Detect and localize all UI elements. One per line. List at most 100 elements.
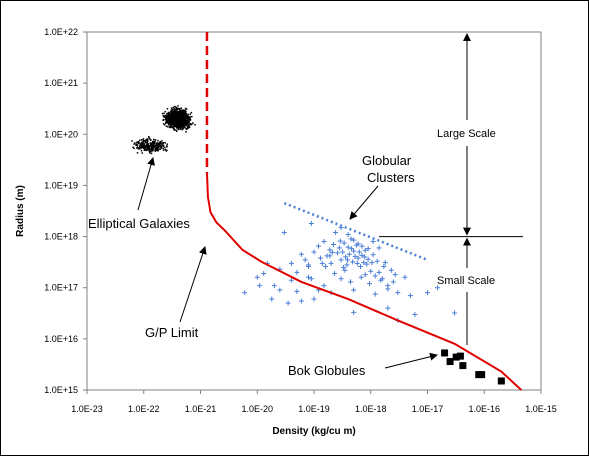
globular-cluster-point (425, 290, 430, 296)
galaxy-point (137, 140, 140, 143)
x-tick-label: 1.0E-17 (412, 404, 444, 414)
galaxy-point (136, 146, 139, 149)
galaxy-point (148, 150, 151, 153)
galaxy-point (189, 113, 192, 116)
galaxy-point (150, 139, 152, 141)
galaxy-point (157, 145, 159, 148)
globular-cluster-point (340, 264, 346, 270)
galaxy-point (178, 122, 181, 124)
galaxy-point (155, 146, 158, 148)
globular-cluster-point (365, 256, 371, 262)
y-tick-label: 1.0E+19 (44, 180, 78, 190)
globular-cluster-point (362, 254, 368, 260)
galaxy-point (139, 139, 141, 141)
galaxy-point (161, 142, 163, 144)
globular-cluster-point (369, 260, 375, 266)
galaxy-point (185, 128, 188, 131)
galaxy-point (188, 123, 191, 125)
galaxy-point (180, 126, 183, 128)
galaxy-point (181, 117, 183, 120)
galaxy-point (187, 119, 189, 121)
galaxy-point (173, 107, 175, 110)
arrow-elliptical-galaxies (137, 157, 155, 211)
globular-cluster-point (354, 260, 360, 266)
galaxy-point (175, 121, 178, 124)
galaxy-point (182, 112, 185, 114)
galaxy-point (181, 109, 183, 112)
galaxy-point (153, 142, 155, 144)
galaxy-point (173, 112, 176, 114)
galaxy-point (153, 141, 156, 144)
galaxy-point (182, 117, 185, 119)
globular-cluster-point (374, 258, 380, 264)
bok-globule-point (441, 349, 449, 357)
globular-guide-line (283, 202, 428, 262)
galaxy-point (185, 119, 188, 122)
galaxy-point (183, 120, 186, 123)
galaxy-point (152, 144, 154, 147)
globular-cluster-point (329, 249, 335, 255)
globular-cluster-point (336, 245, 342, 251)
globular-cluster-point (321, 239, 327, 245)
galaxy-point (192, 122, 194, 124)
galaxy-point (179, 109, 181, 112)
galaxy-point (133, 147, 135, 150)
galaxy-point (152, 146, 155, 148)
galaxy-point (157, 149, 159, 152)
galaxy-point (180, 112, 183, 114)
galaxy-point (185, 122, 188, 125)
galaxy-point (166, 107, 169, 110)
globular-cluster-point (261, 270, 267, 276)
globular-cluster-point (298, 298, 304, 304)
galaxy-point (170, 125, 173, 128)
globular-cluster-point (362, 272, 368, 278)
galaxy-point (135, 144, 137, 146)
galaxy-point (184, 113, 186, 116)
galaxy-point (147, 143, 149, 145)
galaxy-point (144, 139, 146, 142)
galaxy-point (163, 118, 165, 121)
galaxy-point (148, 137, 150, 139)
galaxy-point (142, 145, 145, 148)
label-bok-globules: Bok Globules (288, 363, 366, 378)
globular-cluster-point (351, 309, 357, 315)
globular-cluster-point (308, 221, 314, 227)
galaxy-point (174, 110, 176, 112)
galaxy-point (185, 120, 188, 123)
globular-cluster-point (349, 246, 355, 252)
galaxy-point (176, 127, 178, 129)
galaxy-point (179, 127, 182, 130)
galaxy-point (151, 148, 153, 151)
galaxy-point (168, 114, 170, 117)
galaxy-point (168, 121, 170, 124)
globular-cluster-point (358, 274, 364, 280)
galaxy-point (182, 118, 185, 121)
galaxy-point (182, 113, 184, 116)
galaxy-point (177, 111, 180, 114)
globular-cluster-point (321, 283, 327, 289)
galaxy-point (165, 125, 168, 127)
galaxy-point (159, 145, 161, 148)
galaxy-point (143, 143, 145, 146)
galaxy-point (177, 123, 180, 126)
y-tick-label: 1.0E+18 (44, 232, 78, 242)
galaxy-point (168, 119, 171, 121)
galaxy-point (174, 105, 176, 108)
galaxy-point (155, 149, 158, 152)
globular-cluster-point (277, 287, 283, 293)
label-globular-line2: Clusters (367, 170, 415, 185)
galaxy-point (173, 117, 175, 119)
galaxy-point (146, 149, 148, 152)
galaxy-point (159, 142, 161, 145)
galaxy-point (188, 121, 191, 123)
galaxy-point (143, 145, 145, 148)
galaxy-point (185, 122, 188, 124)
galaxy-point (154, 150, 157, 152)
galaxy-point (172, 115, 175, 118)
galaxy-point (176, 130, 178, 132)
galaxy-point (187, 113, 189, 115)
galaxy-point (177, 128, 180, 131)
galaxy-point (166, 146, 168, 148)
globular-cluster-point (366, 281, 372, 287)
galaxy-point (172, 111, 174, 113)
